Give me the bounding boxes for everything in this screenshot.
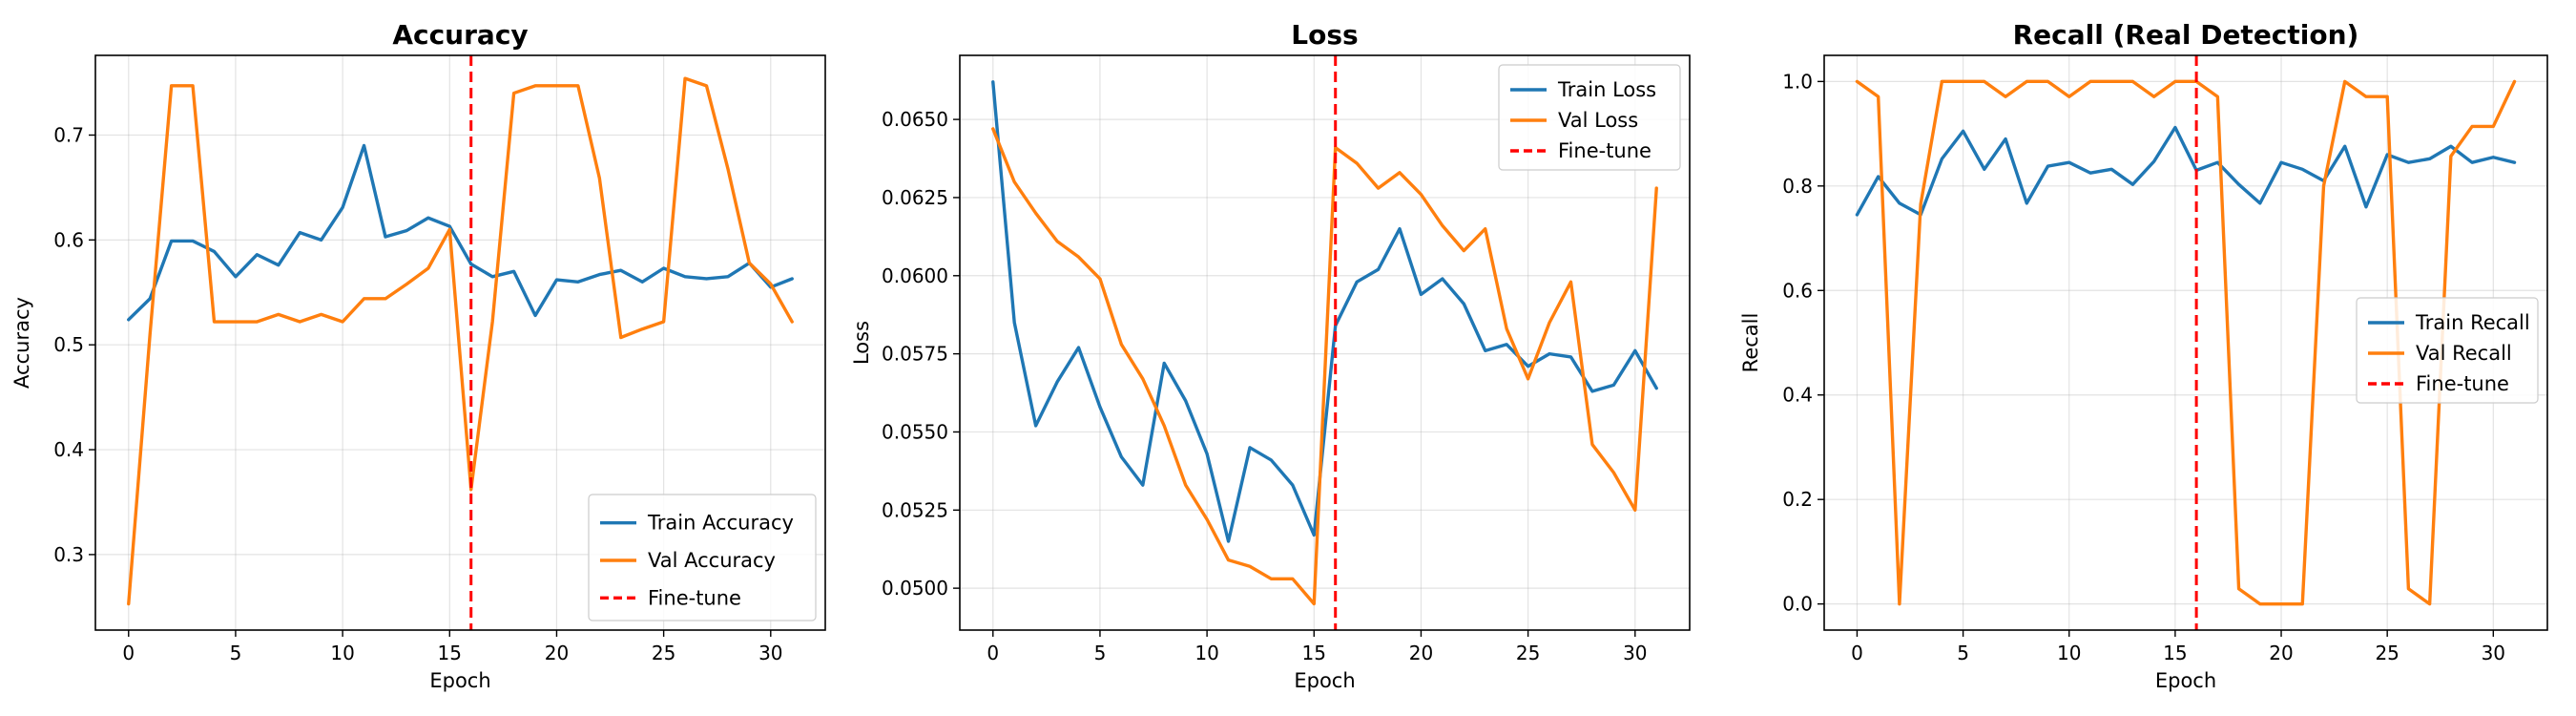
y-axis-label: Recall bbox=[1739, 313, 1762, 373]
y-tick-label: 0.0625 bbox=[882, 186, 948, 209]
x-tick-label: 30 bbox=[2482, 642, 2505, 664]
x-axis-label: Epoch bbox=[429, 669, 490, 692]
series-line-val bbox=[991, 127, 1658, 606]
series-line-train bbox=[127, 143, 794, 322]
axes-frame bbox=[1823, 54, 2548, 631]
legend-label: Fine-tune bbox=[1558, 139, 1652, 162]
series-line-val bbox=[127, 76, 794, 606]
y-tick-label: 0.0600 bbox=[882, 264, 948, 287]
x-tick-label: 25 bbox=[652, 642, 675, 664]
series-line-train bbox=[991, 80, 1658, 543]
chart-title: Accuracy bbox=[392, 19, 528, 51]
legend-label: Train Recall bbox=[2415, 311, 2530, 334]
legend-label: Val Accuracy bbox=[648, 549, 776, 572]
y-tick-label: 0.5 bbox=[53, 333, 84, 356]
x-tick-label: 30 bbox=[758, 642, 782, 664]
y-tick-label: 0.2 bbox=[1782, 488, 1813, 511]
x-tick-label: 10 bbox=[330, 642, 354, 664]
chart-title: Loss bbox=[1291, 19, 1358, 51]
x-axis-label: Epoch bbox=[1294, 669, 1355, 692]
legend: Train Recall Val Recall Fine-tune bbox=[2356, 297, 2539, 404]
y-tick-label: 0.0650 bbox=[882, 108, 948, 131]
y-tick-label: 0.7 bbox=[53, 123, 84, 146]
x-tick-label: 5 bbox=[1094, 642, 1107, 664]
axes-frame bbox=[959, 54, 1691, 631]
chart-title: Recall (Real Detection) bbox=[2013, 19, 2359, 51]
legend-box bbox=[588, 494, 817, 621]
y-tick-label: 0.0525 bbox=[882, 498, 948, 521]
x-tick-label: 0 bbox=[1851, 642, 1863, 664]
y-tick-label: 0.0 bbox=[1782, 593, 1813, 616]
x-tick-label: 20 bbox=[2269, 642, 2293, 664]
x-tick-label: 5 bbox=[230, 642, 242, 664]
x-tick-label: 25 bbox=[2375, 642, 2399, 664]
x-tick-label: 0 bbox=[122, 642, 135, 664]
y-tick-label: 0.3 bbox=[53, 543, 84, 566]
series-line-val bbox=[1855, 79, 2517, 606]
y-tick-label: 0.4 bbox=[53, 438, 84, 461]
y-tick-label: 0.0550 bbox=[882, 420, 948, 443]
x-tick-label: 15 bbox=[438, 642, 462, 664]
x-tick-label: 30 bbox=[1623, 642, 1647, 664]
x-tick-label: 15 bbox=[1302, 642, 1326, 664]
y-axis-label: Accuracy bbox=[10, 297, 33, 389]
y-tick-label: 0.0575 bbox=[882, 343, 948, 366]
y-tick-label: 0.6 bbox=[53, 228, 84, 251]
axes-frame bbox=[94, 54, 826, 631]
series-line-train bbox=[1855, 125, 2517, 217]
y-tick-label: 0.6 bbox=[1782, 279, 1813, 302]
legend-label: Fine-tune bbox=[648, 586, 741, 609]
y-tick-label: 0.0500 bbox=[882, 577, 948, 600]
chart-panel-1: 0 5 10 15 20 25 30 0.0500 0.0525 0.0550 0.0575 0.06… bbox=[850, 19, 1691, 692]
x-axis-label: Epoch bbox=[2155, 669, 2216, 692]
legend-label: Train Loss bbox=[1557, 78, 1656, 101]
x-tick-label: 0 bbox=[987, 642, 999, 664]
y-tick-label: 0.4 bbox=[1782, 384, 1813, 407]
x-tick-label: 25 bbox=[1516, 642, 1540, 664]
y-tick-label: 0.8 bbox=[1782, 175, 1813, 198]
x-tick-label: 15 bbox=[2163, 642, 2187, 664]
legend-label: Train Accuracy bbox=[647, 512, 794, 535]
plot-area bbox=[991, 55, 1658, 630]
legend-label: Fine-tune bbox=[2416, 372, 2509, 395]
legend-label: Val Loss bbox=[1558, 109, 1638, 132]
x-tick-label: 10 bbox=[1195, 642, 1218, 664]
legend: Train Loss Val Loss Fine-tune bbox=[1498, 64, 1681, 171]
x-tick-label: 5 bbox=[1957, 642, 1969, 664]
legend: Train Accuracy Val Accuracy Fine-tune bbox=[588, 494, 817, 621]
plot-area bbox=[127, 55, 794, 630]
x-tick-label: 10 bbox=[2057, 642, 2081, 664]
chart-panel-0: 0 5 10 15 20 25 30 0.3 0.4 0.5 0.6 0.7 Accuracy Epoch… bbox=[10, 19, 826, 692]
plot-area bbox=[1855, 55, 2517, 630]
legend-label: Val Recall bbox=[2416, 342, 2512, 365]
y-tick-label: 1.0 bbox=[1782, 70, 1813, 93]
chart-panel-2: 0 5 10 15 20 25 30 0.0 0.2 0.4 0.6 0.8 1.0 Recall (Re… bbox=[1739, 19, 2548, 692]
y-axis-label: Loss bbox=[850, 321, 873, 365]
x-tick-label: 20 bbox=[1409, 642, 1433, 664]
x-tick-label: 20 bbox=[545, 642, 569, 664]
